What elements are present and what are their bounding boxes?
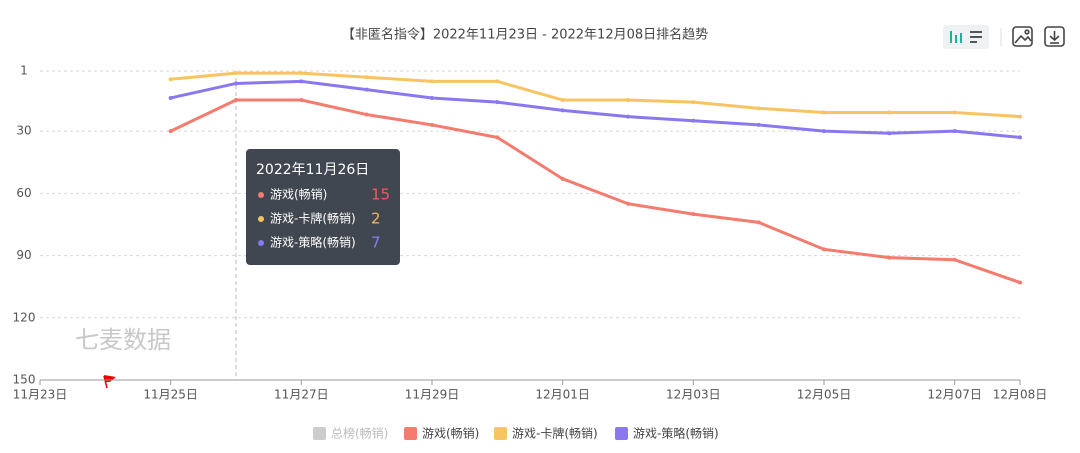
series-line [170, 79, 1021, 139]
point [299, 98, 304, 103]
y-tick-label: 30 [16, 124, 31, 138]
point [952, 129, 957, 134]
legend-label: 游戏-策略(畅销) [633, 426, 719, 441]
x-tick-label: 11月27日 [274, 388, 329, 402]
legend-label: 总榜(畅销) [331, 426, 388, 441]
x-tick-label: 12月08日 [993, 388, 1048, 402]
tooltip-box [246, 149, 400, 265]
point [495, 79, 500, 84]
point [560, 108, 565, 113]
y-tick-label: 90 [16, 248, 31, 262]
point [495, 135, 500, 140]
chart-switch[interactable] [943, 25, 989, 49]
point [1018, 280, 1022, 285]
point [560, 98, 565, 103]
legend-item[interactable]: 游戏(畅销) [404, 427, 479, 441]
point [430, 95, 434, 100]
point [168, 95, 173, 100]
x-tick-label: 12月05日 [797, 388, 852, 402]
point [822, 129, 826, 134]
point [430, 79, 434, 84]
tooltip-name: 游戏-卡牌(畅销) [270, 212, 356, 226]
y-tick-label: 150 [13, 373, 36, 387]
point [560, 176, 565, 181]
tooltip-value: 2 [371, 210, 381, 228]
list-icon[interactable] [970, 31, 982, 43]
point [299, 79, 304, 84]
point [691, 118, 696, 123]
point [364, 87, 369, 92]
point [691, 100, 696, 105]
x-tick-label: 11月23日 [13, 388, 68, 402]
x-tick-label: 12月03日 [666, 388, 721, 402]
point [952, 257, 957, 262]
point [364, 112, 369, 117]
tooltip-dot [258, 216, 264, 222]
point [887, 131, 892, 136]
point [756, 106, 761, 111]
point [756, 220, 761, 225]
series-line [170, 98, 1021, 284]
download-icon[interactable] [1044, 26, 1065, 47]
tooltip-value: 7 [371, 234, 381, 252]
legend-swatch [313, 427, 326, 440]
image-icon[interactable] [1012, 26, 1033, 47]
point [299, 71, 304, 76]
point [234, 98, 238, 103]
point [626, 98, 630, 103]
legend-item[interactable]: 总榜(畅销) [313, 426, 388, 441]
point [887, 110, 892, 115]
tooltip-name: 游戏-策略(畅销) [270, 235, 356, 250]
point [626, 114, 630, 119]
point [952, 110, 957, 115]
tooltip-dot [258, 192, 264, 198]
legend-label: 游戏-卡牌(畅销) [512, 427, 598, 441]
point [364, 75, 369, 80]
flag [103, 375, 116, 389]
point [887, 255, 892, 260]
chart-title: 【非匿名指令】2022年11月23日 - 2022年12月08日排名趋势 [342, 27, 708, 43]
bar-icon[interactable] [950, 31, 962, 43]
point [430, 122, 434, 127]
point [1018, 114, 1022, 119]
toolbar[interactable] [943, 25, 1065, 49]
legend-swatch [494, 427, 507, 440]
grid [40, 70, 1020, 381]
point [756, 122, 761, 127]
point [168, 77, 173, 82]
x-tick-label: 12月01日 [535, 388, 590, 402]
y-tick-label: 120 [13, 310, 36, 324]
x-tick-label: 11月25日 [143, 388, 198, 402]
legend-item[interactable]: 游戏-卡牌(畅销) [494, 427, 598, 441]
x-tick-label: 12月07日 [927, 388, 982, 402]
legend-swatch [615, 427, 628, 440]
series-line [170, 71, 1021, 119]
y-tick-label: 60 [16, 186, 31, 200]
point [234, 81, 238, 86]
x-tick-label: 11月29日 [405, 388, 460, 402]
point [495, 100, 500, 105]
tooltip-value: 15 [371, 186, 390, 204]
point [234, 71, 238, 76]
point [822, 247, 826, 252]
point [822, 110, 826, 115]
point [691, 212, 696, 217]
legend-label: 游戏(畅销) [422, 427, 479, 441]
tooltip-name: 游戏(畅销) [270, 188, 327, 202]
point [168, 129, 173, 134]
point [1018, 135, 1022, 140]
tooltip-dot [258, 240, 264, 246]
tooltip-title: 2022年11月26日 [256, 162, 369, 178]
y-tick-label: 1 [20, 64, 28, 78]
watermark: 七麦数据 [75, 326, 171, 354]
legend-item[interactable]: 游戏-策略(畅销) [615, 426, 719, 441]
point [626, 201, 630, 206]
legend-swatch [404, 427, 417, 440]
